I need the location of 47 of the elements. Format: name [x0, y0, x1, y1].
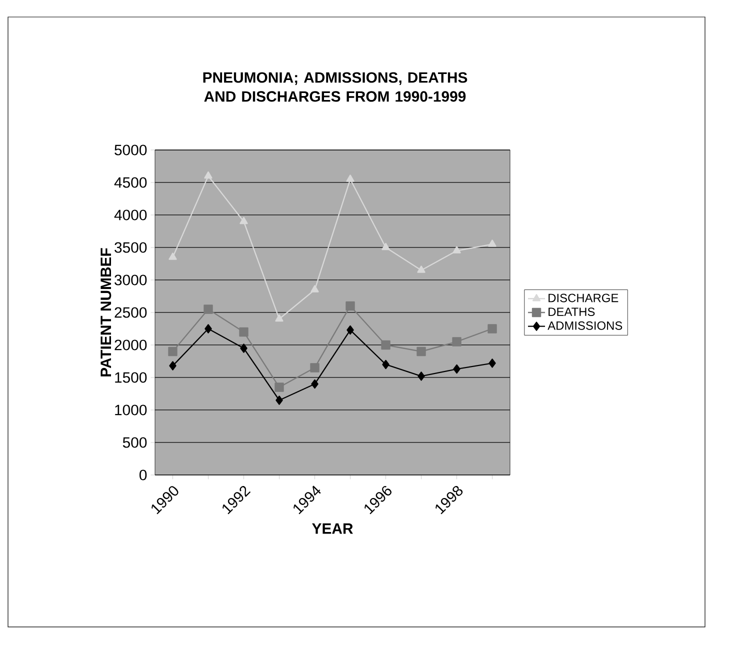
legend-label: DISCHARGE	[548, 294, 618, 302]
point	[204, 171, 212, 179]
legend-label: ADMISSIONS	[548, 321, 622, 330]
y-tick-label: 1500	[115, 372, 147, 383]
point	[311, 379, 318, 389]
chart-title: PNEUMONIA; ADMISSIONS, DEATHS AND DISCHARGES FROM 1990-1999	[203, 72, 468, 102]
point	[239, 327, 248, 337]
y-axis-title: PATIENT NUMBEF	[100, 248, 112, 376]
point	[240, 344, 248, 353]
point	[346, 174, 354, 182]
point	[168, 252, 177, 260]
y-tick-label: 500	[122, 437, 147, 448]
y-tick-label: 1000	[115, 404, 147, 416]
point	[381, 340, 390, 350]
point	[452, 246, 461, 254]
point	[488, 358, 496, 368]
point	[310, 363, 320, 372]
point	[168, 346, 178, 356]
y-tick-label: 3000	[114, 274, 147, 286]
point	[274, 382, 284, 392]
y-tick-label: 5000	[114, 144, 147, 156]
point	[346, 301, 355, 311]
x-axis-title: YEAR	[312, 523, 353, 534]
point	[276, 396, 283, 405]
point	[310, 285, 319, 292]
point	[417, 266, 426, 273]
point	[275, 314, 284, 322]
point	[382, 360, 390, 370]
y-tick-label: 2500	[114, 307, 147, 318]
point	[382, 242, 390, 250]
point	[204, 324, 212, 334]
point	[418, 372, 425, 381]
point	[169, 361, 176, 370]
point	[346, 325, 354, 335]
y-tick-label: 0	[140, 470, 147, 480]
point	[488, 324, 497, 334]
point	[416, 346, 426, 356]
y-tick-label: 3500	[114, 242, 147, 253]
point	[453, 364, 460, 374]
legend-label: DEATHS	[548, 308, 595, 316]
y-tick-label: 2000	[114, 340, 147, 350]
point	[452, 337, 462, 346]
y-tick-label: 4500	[114, 177, 147, 188]
point	[488, 240, 496, 247]
point	[204, 304, 213, 314]
point	[240, 216, 248, 224]
y-tick-label: 4000	[114, 210, 147, 220]
